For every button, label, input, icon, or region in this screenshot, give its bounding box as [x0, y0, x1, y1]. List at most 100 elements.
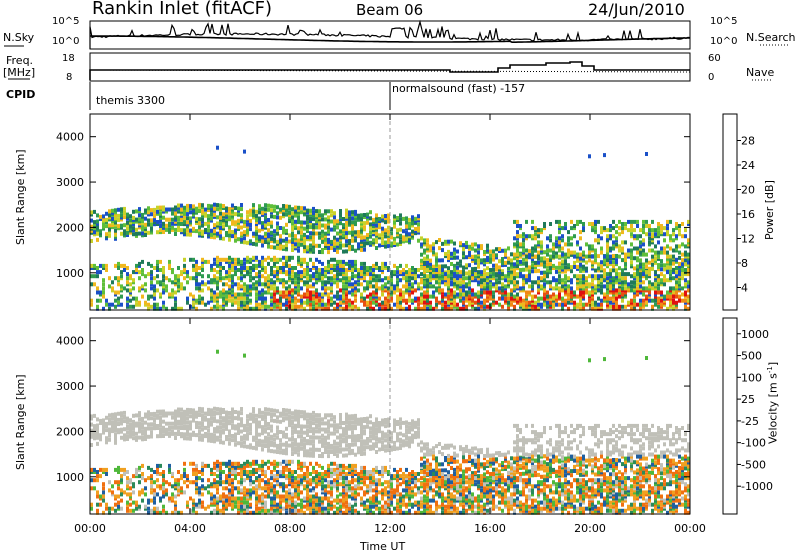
power-cell [654, 282, 657, 287]
power-cell [339, 288, 342, 293]
power-cell [519, 274, 522, 279]
velocity-cell [207, 504, 210, 509]
power-cell [213, 229, 216, 234]
velocity-cell [228, 463, 231, 468]
power-cell [348, 216, 351, 221]
power-cell [363, 261, 366, 266]
power-cell [141, 272, 144, 277]
power-cell [642, 268, 645, 273]
power-cell [582, 226, 585, 231]
power-cell [315, 266, 318, 270]
power-cell [348, 259, 351, 264]
velocity-cell [219, 409, 222, 414]
power-cell [99, 217, 102, 221]
power-cell [90, 274, 93, 279]
power-cell [447, 270, 450, 275]
power-cell [651, 232, 654, 237]
power-cell [321, 304, 324, 309]
velocity-cell [108, 417, 111, 422]
power-cell [612, 234, 615, 239]
power-cell [330, 290, 333, 295]
power-cell [588, 294, 591, 299]
velocity-cell [105, 424, 108, 428]
power-cell [501, 274, 504, 279]
nsky-label: N.Sky [3, 31, 35, 44]
power-cell [153, 304, 156, 309]
velocity-cell [129, 430, 132, 435]
power-cell [666, 270, 669, 275]
power-cell [348, 230, 351, 235]
power-cell [231, 259, 234, 264]
velocity-cell [171, 421, 174, 426]
power-cell [333, 248, 336, 252]
power-cell [138, 213, 141, 218]
power-cell [501, 290, 504, 295]
power-cell [297, 205, 300, 210]
power-cell [687, 288, 690, 293]
power-cell [261, 243, 264, 248]
power-cell [558, 274, 561, 279]
power-cell [129, 298, 132, 303]
power-cell [591, 294, 594, 299]
power-cell [675, 244, 678, 249]
power-cell [582, 284, 585, 289]
power-cell [516, 248, 519, 253]
power-cell [531, 246, 534, 251]
power-cell [213, 233, 216, 238]
power-cell [561, 226, 564, 231]
power-cell [288, 270, 291, 275]
velocity-cell [144, 428, 147, 433]
power-cell [465, 240, 468, 245]
velocity-cell [96, 502, 99, 507]
velocity-cell [240, 417, 243, 422]
power-cell [171, 221, 174, 226]
velocity-cell [174, 494, 177, 499]
power-cell [162, 221, 165, 226]
power-cell [282, 255, 285, 260]
velocity-cell [198, 425, 201, 430]
power-cell [402, 235, 405, 240]
power-cell [684, 228, 687, 233]
power-cell [336, 290, 339, 295]
power-cell [609, 236, 612, 241]
power-cell [522, 274, 525, 279]
power-cell [645, 300, 648, 305]
power-cell [387, 304, 390, 309]
power-cell [405, 306, 408, 311]
velocity-cell [198, 429, 201, 434]
power-cell [192, 276, 195, 281]
power-cell [360, 239, 363, 244]
power-cell [576, 264, 579, 269]
velocity-cell [126, 484, 129, 489]
power-cell [192, 268, 195, 272]
power-cell [138, 217, 141, 222]
power-cell [207, 203, 210, 208]
velocity-cell [228, 415, 231, 420]
power-cell [246, 228, 249, 233]
power-cell [426, 294, 429, 299]
velocity-cell [228, 429, 231, 434]
power-cell [483, 252, 486, 257]
power-cell [636, 302, 639, 307]
power-cell [591, 284, 594, 289]
velocity-cell [195, 472, 198, 476]
power-cell [318, 223, 321, 228]
power-cell [105, 268, 108, 272]
power-cell [120, 207, 123, 212]
power-cell [291, 298, 294, 303]
power-cell [624, 304, 627, 309]
power-cell [660, 259, 663, 264]
power-cell [150, 304, 153, 309]
velocity-cell [249, 425, 252, 429]
velocity-cell [183, 472, 186, 476]
power-cell [309, 278, 312, 283]
power-cell [327, 225, 330, 230]
power-cell [102, 286, 105, 291]
power-cell [615, 236, 618, 241]
power-cell [90, 210, 93, 215]
power-cell [216, 203, 219, 208]
power-cell [591, 298, 594, 303]
power-cell [222, 224, 225, 229]
power-cell [162, 274, 165, 279]
power-cell [378, 302, 381, 307]
